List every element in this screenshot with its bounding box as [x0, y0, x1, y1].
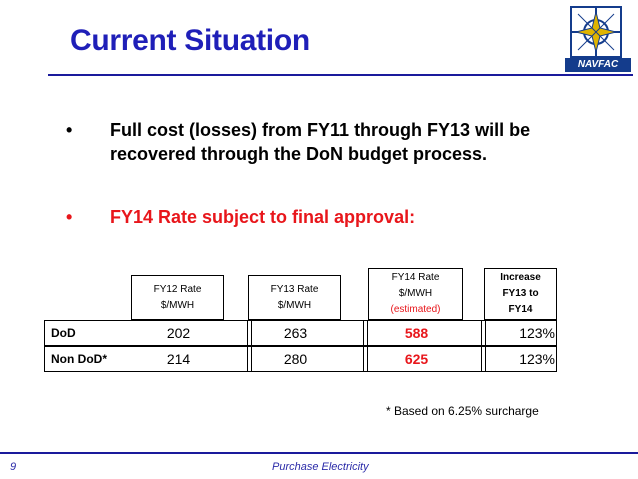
bullet-text: Full cost (losses) from FY11 through FY1…	[110, 120, 531, 164]
header-line: FY13 to	[502, 288, 539, 299]
cell-fy13: 280	[283, 351, 308, 367]
row-label: Non DoD*	[51, 352, 107, 366]
column-divider	[481, 347, 482, 371]
column-divider	[363, 321, 364, 345]
column-header-fy13: FY13 Rate $/MWH	[248, 275, 341, 320]
bullet-marker: •	[66, 120, 73, 140]
column-divider	[485, 347, 486, 371]
footer-title: Purchase Electricity	[272, 461, 369, 473]
column-divider	[485, 321, 486, 345]
column-divider	[367, 347, 368, 371]
navfac-logo: NAVFAC	[565, 6, 631, 76]
header-divider	[48, 74, 633, 76]
page-number: 9	[10, 461, 17, 473]
header-line: FY13 Rate	[270, 284, 319, 295]
logo-wordmark: NAVFAC	[565, 58, 631, 72]
table-row: Non DoD* 214 280 625 123%	[44, 346, 557, 372]
column-divider	[247, 347, 248, 371]
cell-fy14: 588	[404, 325, 429, 341]
cell-fy12: 202	[166, 325, 191, 341]
table-footnote: * Based on 6.25% surcharge	[386, 404, 539, 418]
cell-increase: 123%	[519, 351, 555, 367]
cell-increase: 123%	[519, 325, 555, 341]
cell-fy13: 263	[283, 325, 308, 341]
slide-title: Current Situation	[70, 24, 310, 57]
column-divider	[481, 321, 482, 345]
column-divider	[363, 347, 364, 371]
cell-fy14: 625	[404, 351, 429, 367]
column-header-fy14: FY14 Rate $/MWH (estimated)	[368, 268, 463, 320]
column-divider	[367, 321, 368, 345]
bullet-marker: •	[66, 207, 73, 227]
column-divider	[247, 321, 248, 345]
header-line: FY14 Rate	[391, 272, 440, 283]
cell-fy12: 214	[166, 351, 191, 367]
compass-star-logo-icon	[570, 6, 622, 58]
header-line-estimated: (estimated)	[390, 304, 441, 315]
row-label: DoD	[51, 326, 76, 340]
footer-divider	[0, 452, 638, 454]
table-row: DoD 202 263 588 123%	[44, 320, 557, 346]
header-line: FY14	[508, 304, 533, 315]
header-line: FY12 Rate	[153, 284, 202, 295]
header-line: $/MWH	[398, 288, 433, 299]
header-line: $/MWH	[277, 300, 312, 311]
header-line: $/MWH	[160, 300, 195, 311]
bullet-text: FY14 Rate subject to final approval:	[110, 207, 416, 227]
column-header-fy12: FY12 Rate $/MWH	[131, 275, 224, 320]
column-divider	[251, 347, 252, 371]
header-line: Increase	[500, 272, 541, 283]
column-divider	[251, 321, 252, 345]
column-header-increase: Increase FY13 to FY14	[484, 268, 557, 320]
